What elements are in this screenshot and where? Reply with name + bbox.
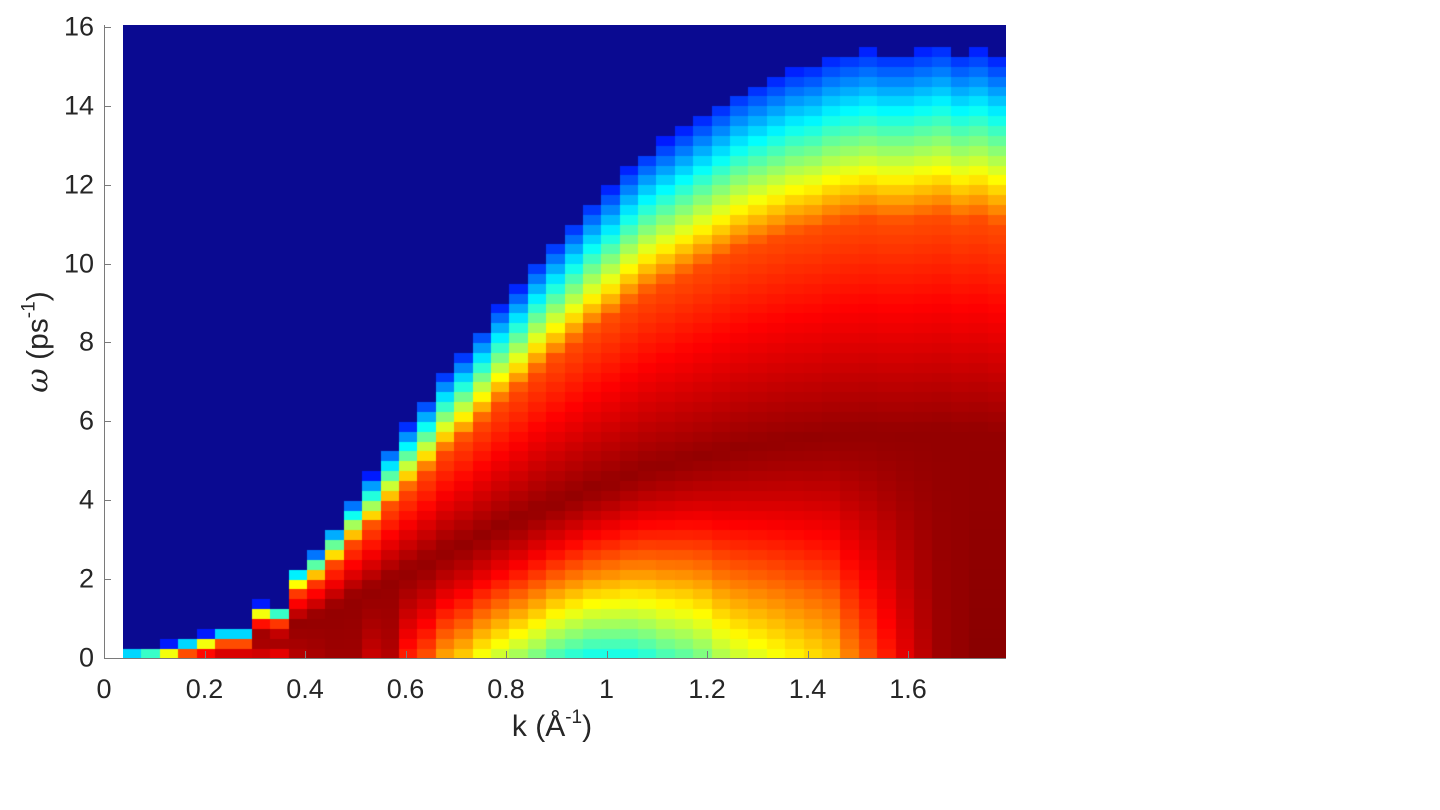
x-tick-mark	[707, 651, 708, 658]
y-tick-label: 4	[78, 484, 94, 515]
x-tick-label: 0.4	[286, 674, 324, 704]
x-axis-label: k (Å-1)	[511, 707, 593, 743]
y-tick-label: 8	[78, 326, 94, 357]
y-tick-mark	[104, 105, 111, 107]
y-tick-label: 0	[78, 642, 94, 673]
x-tick-mark	[908, 651, 909, 658]
x-tick-label: 0.8	[487, 674, 525, 704]
x-tick-label: 1.2	[688, 674, 726, 704]
y-tick-label: 6	[78, 405, 94, 436]
y-tick-label: 14	[63, 90, 94, 121]
heatmap-image	[123, 25, 1006, 658]
y-axis-label: ω (ps-1)	[18, 291, 56, 393]
y-tick-label: 10	[63, 248, 94, 279]
x-axis-line	[104, 658, 1006, 659]
x-tick-mark	[807, 651, 809, 658]
heatmap-plot-area	[123, 25, 1006, 658]
y-tick-mark	[104, 658, 111, 659]
x-tick-mark	[104, 651, 105, 658]
y-tick-mark	[104, 184, 111, 186]
x-tick-label: 0.2	[185, 674, 224, 704]
x-tick-label: 0	[96, 674, 112, 704]
x-tick-label: 0.6	[386, 674, 425, 704]
x-tick-label: 1.6	[889, 674, 927, 704]
x-tick-mark	[606, 651, 608, 658]
y-tick-mark	[104, 500, 111, 502]
y-tick-mark	[104, 26, 111, 28]
y-tick-mark	[104, 263, 111, 265]
y-tick-mark	[104, 342, 111, 344]
y-axis-line	[104, 25, 105, 659]
y-tick-mark	[104, 579, 111, 581]
x-tick-mark	[506, 651, 507, 658]
x-tick-mark	[305, 651, 306, 658]
y-tick-label: 12	[63, 169, 94, 200]
x-tick-mark	[405, 651, 407, 658]
x-tick-label: 1	[598, 674, 615, 704]
y-tick-mark	[104, 421, 111, 423]
y-tick-label: 16	[63, 11, 94, 42]
y-tick-label: 2	[78, 563, 94, 594]
x-tick-label: 1.4	[788, 674, 827, 704]
x-tick-mark	[204, 651, 206, 658]
